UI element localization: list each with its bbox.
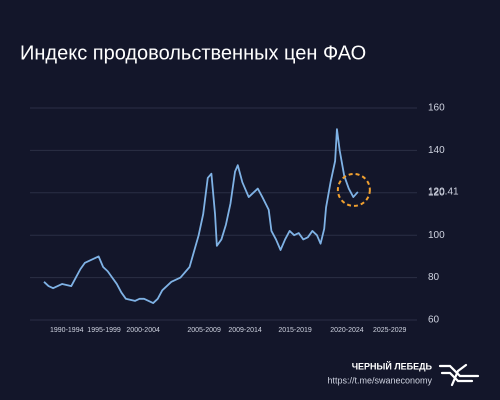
y-tick-label: 120 — [428, 187, 445, 198]
link[interactable]: https://t.me/swaneconomy — [327, 375, 432, 385]
y-tick-label: 140 — [428, 145, 445, 156]
x-tick-label: 2005-2009 — [187, 327, 221, 334]
annotation: 120.41 — [428, 187, 459, 198]
line — [43, 128, 359, 304]
y-tick-label: 160 — [428, 103, 445, 114]
y-tick-label: 80 — [428, 272, 440, 283]
x-tick-label: 1995-1999 — [87, 327, 121, 334]
y-tick-label: 100 — [428, 230, 445, 241]
y-tick-label: 60 — [428, 315, 440, 326]
x-tick-label: 2009-2014 — [228, 327, 262, 334]
chart-title: Индекс продовольственных цен ФАО — [20, 42, 366, 64]
highlight-circle — [336, 172, 371, 207]
x-tick-label: 2020-2024 — [330, 327, 364, 334]
brand: ЧЕРНЫЙ ЛЕБЕДЬ — [352, 360, 433, 371]
logo — [438, 363, 480, 387]
x-tick-label: 2000-2004 — [126, 327, 160, 334]
x-tick-label: 1990-1994 — [50, 327, 84, 334]
x-tick-label: 2015-2019 — [278, 327, 312, 334]
x-tick-label: 2025-2029 — [373, 327, 407, 334]
